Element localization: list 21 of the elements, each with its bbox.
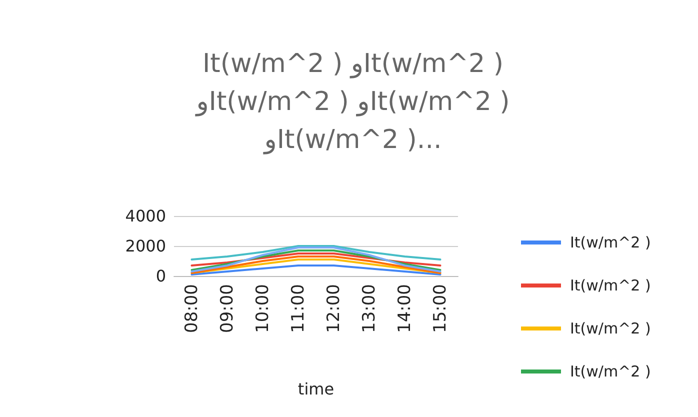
legend-label: It(w/m^2 ) (570, 362, 651, 380)
x-tick-label: 15:00 (430, 284, 450, 333)
x-tick-label: 09:00 (217, 284, 238, 333)
x-tick-label: 08:00 (182, 284, 202, 333)
legend-label: It(w/m^2 ) (570, 276, 651, 294)
y-tick-label: 0 (156, 266, 166, 286)
x-tick-label: 10:00 (252, 284, 273, 333)
x-axis-title: time (298, 380, 334, 398)
line-series (190, 264, 442, 276)
legend-label: It(w/m^2 ) (570, 234, 651, 252)
x-tick-label: 13:00 (359, 284, 380, 333)
line-series (190, 245, 442, 260)
x-tick-label: 12:00 (324, 284, 344, 333)
x-tick-label: 14:00 (394, 284, 415, 333)
chart-title: It(w/m^2 ) وIt(w/m^2 ) وIt(w/m^2 ) وIt(w/m^2 ) وIt(w/m^2 )... (194, 49, 510, 155)
line-series (190, 252, 442, 266)
x-tick-label: 11:00 (288, 284, 308, 333)
line-series (190, 256, 442, 274)
y-tick-label: 4000 (125, 206, 166, 226)
legend-label: It(w/m^2 ) (570, 320, 651, 338)
y-tick-label: 2000 (125, 236, 166, 256)
